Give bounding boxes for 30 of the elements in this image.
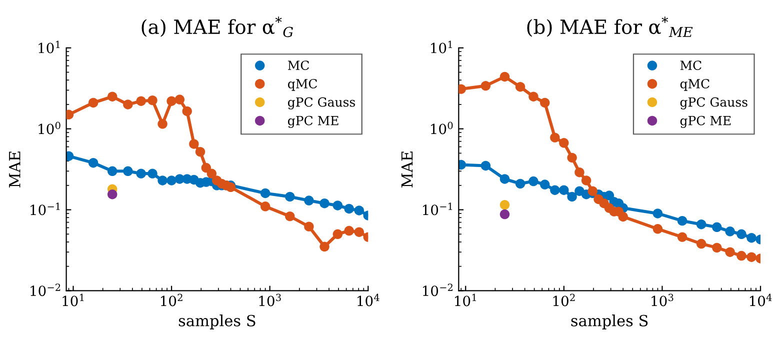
legend-label: MC bbox=[288, 60, 309, 70]
y-tick-label: 10$^{0}$ bbox=[431, 122, 453, 134]
chart-title: (b) MAE for α$^{*}$$_{ME}$ bbox=[527, 16, 693, 37]
y-tick-label: 10$^{−1}$ bbox=[423, 202, 452, 216]
legend-label: gPC Gauss bbox=[680, 97, 748, 110]
legend-label: gPC Gauss bbox=[288, 97, 355, 110]
x-tick-label: 10$^{1}$ bbox=[455, 294, 476, 306]
y-tick-label: 10$^{1}$ bbox=[38, 40, 60, 54]
legend-label: gPC ME bbox=[680, 116, 731, 128]
y-tick-label: 10$^{−2}$ bbox=[423, 284, 452, 296]
legend-label: qMC bbox=[288, 78, 317, 91]
x-tick-label: 10$^{3}$ bbox=[259, 294, 281, 306]
x-axis-title: samples S bbox=[178, 314, 256, 330]
x-tick-label: 10$^{4}$ bbox=[750, 294, 772, 306]
x-tick-label: 10$^{1}$ bbox=[62, 294, 84, 306]
x-axis-title: samples S bbox=[571, 314, 648, 330]
y-tick-label: 10$^{0}$ bbox=[38, 122, 60, 134]
x-tick-label: 10$^{2}$ bbox=[553, 294, 575, 306]
chart-title: (a) MAE for α$^{*}$$_{G}$ bbox=[142, 16, 293, 38]
x-tick-label: 10$^{2}$ bbox=[161, 294, 182, 306]
legend-label: qMC bbox=[680, 78, 710, 91]
y-tick-label: 10$^{−1}$ bbox=[30, 202, 60, 216]
y-tick-label: 10$^{1}$ bbox=[431, 40, 452, 54]
legend-label: gPC ME bbox=[288, 116, 338, 128]
y-axis-title: MAE bbox=[9, 152, 20, 188]
y-axis-title: MAE bbox=[401, 152, 413, 188]
x-tick-label: 10$^{4}$ bbox=[358, 294, 380, 306]
y-tick-label: 10$^{−2}$ bbox=[30, 284, 60, 296]
legend-label: MC bbox=[680, 60, 702, 70]
x-tick-label: 10$^{3}$ bbox=[652, 294, 674, 306]
